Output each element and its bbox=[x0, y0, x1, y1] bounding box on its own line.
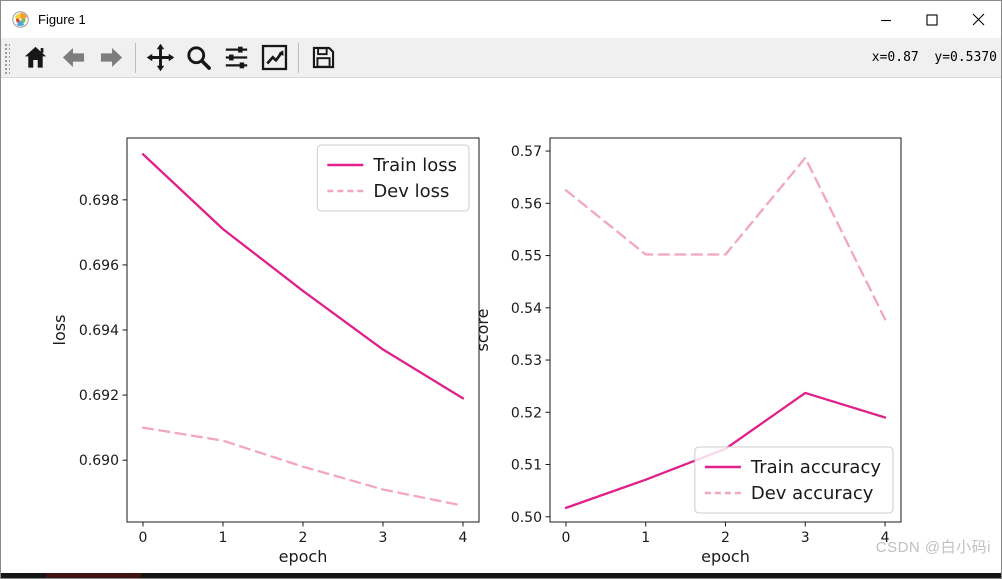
titlebar[interactable]: Figure 1 bbox=[1, 1, 1001, 38]
home-icon bbox=[24, 46, 46, 68]
x-tick-label: 0 bbox=[561, 530, 570, 546]
x-tick-label: 3 bbox=[801, 530, 810, 546]
subplot[interactable]: 0 1 2 3 4 0.50 0.51 0.52 0.53 0.54 0.55 0.56 0.57 epo… bbox=[473, 137, 902, 566]
legend-label: Dev accuracy bbox=[751, 483, 874, 504]
legend-label: Dev loss bbox=[373, 181, 449, 202]
y-tick-label: 0.56 bbox=[511, 196, 542, 212]
y-tick-label: 0.690 bbox=[79, 453, 119, 469]
y-tick-label: 0.696 bbox=[79, 258, 119, 274]
y-tick-label: 0.53 bbox=[511, 353, 542, 369]
toolbar-grip-handle[interactable] bbox=[3, 41, 10, 74]
matplotlib-logo-icon bbox=[12, 11, 29, 28]
chart-edit-icon bbox=[261, 44, 287, 71]
y-tick-label: 0.51 bbox=[511, 458, 542, 474]
x-tick-label: 4 bbox=[881, 530, 890, 546]
figure-canvas[interactable]: 0 1 2 3 4 0.690 0.692 0.694 0.696 0.698 epoch loss T… bbox=[1, 78, 1001, 573]
forward-button[interactable] bbox=[92, 39, 130, 77]
close-icon bbox=[972, 13, 984, 26]
y-tick-label: 0.57 bbox=[511, 144, 542, 160]
zoom-button[interactable] bbox=[179, 39, 217, 77]
navigation-toolbar: x=0.87 y=0.5370 bbox=[1, 38, 1001, 78]
y-tick-label: 0.50 bbox=[511, 510, 542, 526]
cursor-position-readout: x=0.87 y=0.5370 bbox=[871, 50, 997, 65]
maximize-button[interactable] bbox=[909, 1, 955, 38]
close-button[interactable] bbox=[955, 1, 1001, 38]
window-title: Figure 1 bbox=[38, 12, 86, 27]
legend-box bbox=[316, 144, 470, 212]
edit-parameters-button[interactable] bbox=[255, 39, 293, 77]
y-axis-label: loss bbox=[50, 315, 69, 346]
back-button[interactable] bbox=[54, 39, 92, 77]
maximize-icon bbox=[926, 13, 938, 26]
x-tick-label: 3 bbox=[379, 530, 388, 546]
x-tick-label: 0 bbox=[139, 530, 148, 546]
series-line bbox=[141, 426, 465, 507]
series-line bbox=[141, 153, 465, 400]
figure-plot-area[interactable]: 0 1 2 3 4 0.690 0.692 0.694 0.696 0.698 epoch loss T… bbox=[1, 78, 1001, 573]
legend: Train loss Dev loss bbox=[316, 144, 470, 212]
legend-label: Train loss bbox=[372, 155, 457, 176]
x-tick-label: 4 bbox=[459, 530, 468, 546]
zoom-magnifier-icon bbox=[186, 46, 211, 70]
save-floppy-icon bbox=[312, 46, 334, 69]
x-tick-label: 2 bbox=[721, 530, 730, 546]
forward-arrow-icon bbox=[100, 48, 122, 67]
watermark: CSDN @白小码i bbox=[875, 539, 991, 556]
legend-label: Train accuracy bbox=[750, 457, 881, 478]
x-tick-label: 1 bbox=[219, 530, 228, 546]
x-tick-label: 1 bbox=[641, 530, 650, 546]
x-tick-label: 2 bbox=[299, 530, 308, 546]
x-axis-label: epoch bbox=[701, 547, 750, 566]
minimize-button[interactable] bbox=[863, 1, 909, 38]
x-axis-label: epoch bbox=[279, 547, 328, 566]
y-tick-label: 0.692 bbox=[79, 388, 119, 404]
legend-box bbox=[694, 446, 894, 514]
y-tick-label: 0.55 bbox=[511, 249, 542, 265]
back-arrow-icon bbox=[62, 48, 84, 67]
y-axis-label: score bbox=[473, 309, 492, 352]
background-window-fragment bbox=[46, 573, 141, 578]
pan-arrows-icon bbox=[146, 43, 174, 72]
y-tick-label: 0.54 bbox=[511, 301, 542, 317]
y-tick-label: 0.698 bbox=[79, 193, 119, 209]
subplot[interactable]: 0 1 2 3 4 0.690 0.692 0.694 0.696 0.698 epoch loss T… bbox=[50, 137, 480, 566]
home-button[interactable] bbox=[16, 39, 54, 77]
y-tick-label: 0.52 bbox=[511, 405, 542, 421]
configure-subplots-button[interactable] bbox=[217, 39, 255, 77]
y-tick-label: 0.694 bbox=[79, 323, 119, 339]
pan-button[interactable] bbox=[141, 39, 179, 77]
background-window-strip bbox=[1, 573, 1001, 578]
legend: Train accuracy Dev accuracy bbox=[694, 446, 894, 514]
toolbar-separator bbox=[135, 42, 136, 73]
toolbar-separator bbox=[298, 42, 299, 73]
save-button[interactable] bbox=[304, 39, 342, 77]
minimize-icon bbox=[881, 19, 891, 21]
sliders-icon bbox=[225, 46, 247, 69]
series-line bbox=[564, 156, 887, 321]
